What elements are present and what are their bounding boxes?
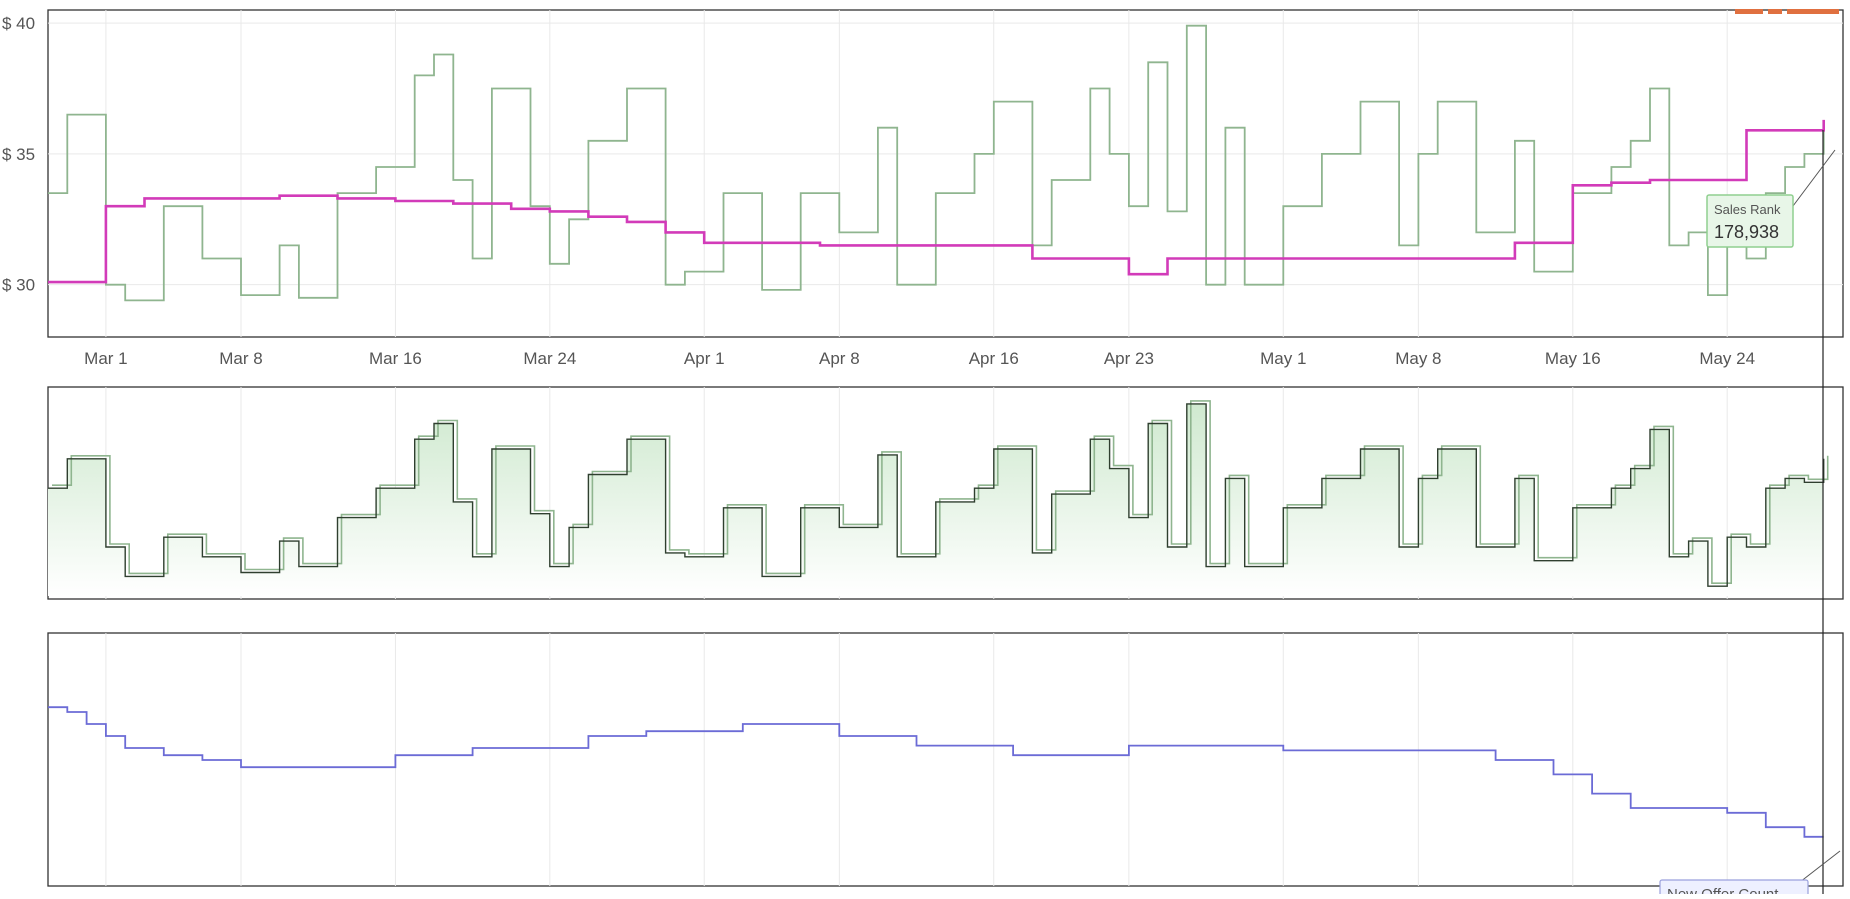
offer-count-tooltip: New Offer Count — [1660, 880, 1808, 894]
sales-rank-tooltip-label: Sales Rank — [1714, 202, 1781, 217]
top-right-marker — [1735, 9, 1839, 14]
x-tick-label: May 1 — [1260, 349, 1306, 368]
x-tick-label: Apr 8 — [819, 349, 860, 368]
x-tick-label: May 8 — [1395, 349, 1441, 368]
x-tick-label: Apr 23 — [1104, 349, 1154, 368]
x-tick-label: Mar 24 — [523, 349, 576, 368]
x-tick-label: May 24 — [1699, 349, 1755, 368]
y-tick-label: $ 30 — [2, 276, 35, 295]
x-tick-label: May 16 — [1545, 349, 1601, 368]
x-tick-label: Apr 16 — [969, 349, 1019, 368]
x-tick-label: Mar 1 — [84, 349, 127, 368]
y-tick-label: $ 35 — [2, 145, 35, 164]
sales-rank-tooltip: Sales Rank 178,938 — [1707, 195, 1793, 247]
offer-count-tooltip-label: New Offer Count — [1667, 886, 1779, 894]
sales-rank-tooltip-value: 178,938 — [1714, 222, 1779, 242]
x-tick-label: Mar 8 — [219, 349, 262, 368]
x-tick-label: Apr 1 — [684, 349, 725, 368]
x-tick-label: Mar 16 — [369, 349, 422, 368]
y-tick-label: $ 40 — [2, 14, 35, 33]
